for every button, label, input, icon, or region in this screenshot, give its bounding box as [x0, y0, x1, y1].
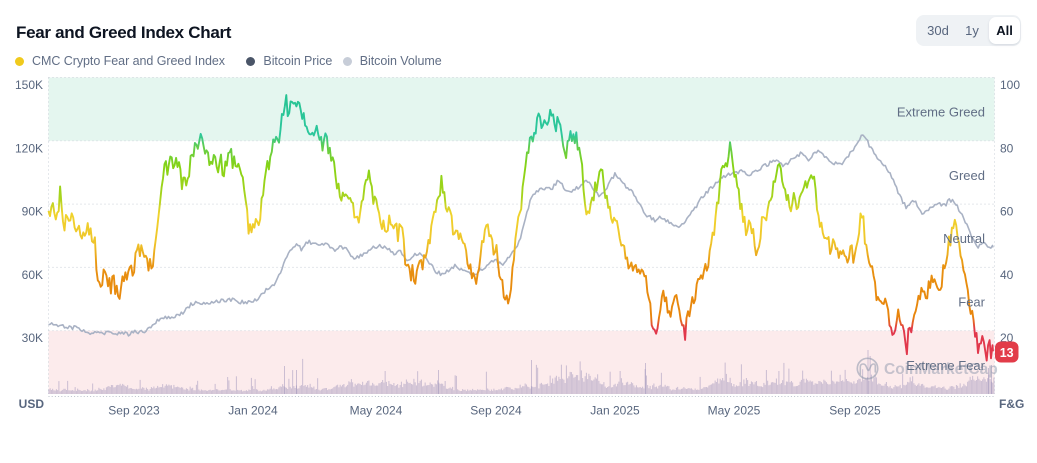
svg-text:May 2024: May 2024 [350, 404, 403, 418]
svg-text:60: 60 [1000, 205, 1014, 219]
svg-text:Fear: Fear [958, 295, 985, 310]
svg-text:120K: 120K [15, 141, 43, 155]
svg-text:Jan 2024: Jan 2024 [228, 404, 278, 418]
svg-text:13: 13 [1000, 346, 1014, 360]
svg-text:F&G: F&G [999, 397, 1024, 411]
svg-text:Sep 2023: Sep 2023 [108, 404, 160, 418]
svg-text:Neutral: Neutral [943, 231, 985, 246]
svg-text:30K: 30K [22, 331, 43, 345]
svg-text:90K: 90K [22, 205, 43, 219]
svg-text:May 2025: May 2025 [708, 404, 761, 418]
svg-text:150K: 150K [15, 78, 43, 92]
svg-text:80: 80 [1000, 141, 1014, 155]
svg-text:Sep 2024: Sep 2024 [470, 404, 522, 418]
svg-text:60K: 60K [22, 268, 43, 282]
svg-text:Greed: Greed [949, 168, 985, 183]
svg-text:40: 40 [1000, 268, 1014, 282]
svg-text:Extreme Fear: Extreme Fear [906, 358, 985, 373]
svg-text:Extreme Greed: Extreme Greed [897, 105, 985, 120]
svg-text:100: 100 [1000, 78, 1020, 92]
svg-text:USD: USD [19, 397, 45, 411]
svg-text:Jan 2025: Jan 2025 [590, 404, 640, 418]
svg-text:Sep 2025: Sep 2025 [829, 404, 881, 418]
svg-text:CoinMarketCap: CoinMarketCap [884, 361, 998, 378]
